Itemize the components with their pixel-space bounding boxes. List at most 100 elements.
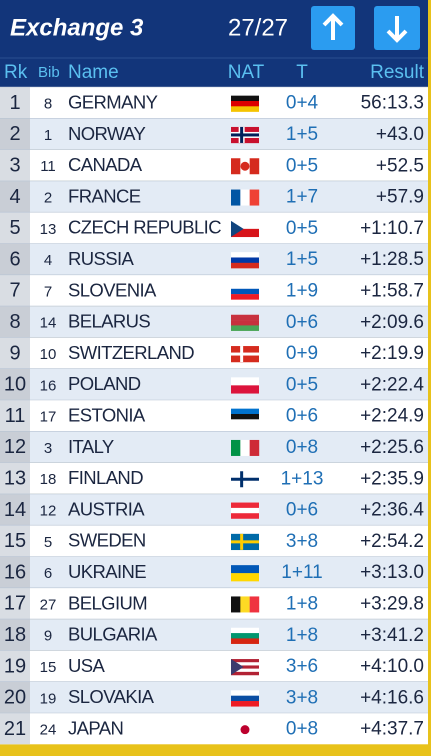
bib: 17 [40, 409, 57, 426]
result: +2:19.9 [360, 343, 424, 364]
bib: 5 [44, 534, 52, 551]
rank-bg [0, 180, 30, 213]
bib: 14 [40, 315, 57, 332]
flag-stripe [231, 320, 259, 326]
flag-stripe [231, 95, 259, 102]
result: +1:28.5 [360, 249, 424, 270]
flag-stripe [231, 662, 259, 666]
flag [231, 565, 259, 582]
result-row: 15 5 SWEDEN 3+8 +2:54.2 [0, 524, 428, 557]
flag-stripe [231, 408, 259, 415]
flag-stripe [231, 228, 259, 238]
result-row: 2 1 NORWAY 1+5 +43.0 [0, 118, 428, 150]
row-bg [0, 180, 428, 213]
row-bg [0, 212, 428, 244]
shooting: 0+9 [286, 343, 318, 364]
rank-bg [0, 118, 30, 150]
result-row: 17 27 BELGIUM 1+8 +3:29.8 [0, 587, 428, 620]
flag-cross [231, 477, 259, 481]
name: BULGARIA [68, 624, 158, 645]
flag-stripe [231, 627, 259, 634]
bib: 19 [40, 690, 57, 707]
result-row: 10 16 POLAND 0+5 +2:22.4 [0, 368, 428, 400]
rank: 15 [4, 530, 26, 552]
flag [231, 189, 260, 206]
name: UKRAINE [68, 561, 146, 582]
result: +2:09.6 [360, 312, 424, 333]
flag-stripe [249, 189, 260, 206]
flag [231, 659, 259, 676]
flag-stripe [231, 633, 259, 639]
rank: 12 [4, 436, 26, 458]
column-header: T [296, 62, 308, 83]
name: BELGIUM [68, 592, 147, 613]
flag-stripe [231, 659, 259, 663]
result: +2:25.6 [360, 437, 424, 458]
column-header: Result [370, 62, 425, 83]
flag [231, 346, 259, 363]
row-bg [0, 619, 428, 651]
shooting: 0+5 [286, 155, 318, 176]
flag-stripe [249, 596, 260, 613]
flag [231, 220, 259, 238]
flag-stripe [231, 671, 259, 676]
rank-bg [0, 368, 30, 400]
result-row: 13 18 FINLAND 1+13 +2:35.9 [0, 462, 428, 494]
down-button[interactable] [374, 6, 420, 50]
flag [231, 283, 259, 300]
flag-stripe [231, 565, 259, 574]
up-button[interactable] [311, 6, 355, 50]
result-row: 5 13 CZECH REPUBLIC 0+5 +1:10.7 [0, 211, 428, 244]
name: FRANCE [68, 185, 141, 206]
row-bg [0, 462, 428, 494]
column-header: Name [68, 62, 119, 83]
flag-cross [231, 352, 259, 356]
shooting: 3+8 [286, 687, 318, 708]
name: AUSTRIA [68, 498, 145, 519]
shooting: 1+11 [281, 562, 322, 583]
result-row: 18 9 BULGARIA 1+8 +3:41.2 [0, 618, 428, 651]
row-bg [0, 274, 428, 307]
column-header: Rk [4, 62, 28, 83]
row-bg [0, 431, 428, 463]
flag-cross [231, 540, 259, 544]
flag-stripe [231, 413, 259, 420]
flag-stripe [231, 668, 259, 673]
bib: 15 [40, 659, 57, 676]
rank-bg [0, 525, 30, 557]
row-bg [0, 493, 428, 526]
flag-stripe [231, 665, 259, 669]
flag [231, 252, 259, 269]
flag-stripe [240, 596, 250, 613]
result-row: 14 12 AUSTRIA 0+6 +2:36.4 [0, 493, 428, 526]
flag-stripe [231, 638, 259, 644]
rank: 9 [9, 342, 20, 364]
rank: 11 [5, 405, 26, 427]
name: RUSSIA [68, 248, 135, 269]
result: +2:54.2 [360, 531, 424, 552]
result: +4:10.0 [360, 656, 424, 677]
flag-stripe [231, 314, 259, 321]
result: +4:37.7 [360, 719, 424, 740]
result-row: 11 17 ESTONIA 0+6 +2:24.9 [0, 399, 428, 432]
result: +2:22.4 [360, 374, 424, 395]
row-bg [0, 681, 428, 713]
bib: 2 [44, 190, 52, 207]
flag-stripe [231, 189, 241, 206]
row-bg [0, 337, 428, 369]
name: BELARUS [68, 311, 150, 332]
rank: 17 [4, 593, 26, 615]
result: +4:16.6 [360, 687, 424, 708]
row-bg [0, 556, 428, 588]
rank-bg [0, 713, 30, 745]
shooting: 3+6 [286, 656, 318, 677]
shooting: 3+8 [286, 531, 318, 552]
bib: 27 [40, 596, 57, 613]
shooting: 0+5 [286, 218, 318, 239]
rank-bg [0, 149, 30, 181]
rank: 21 [4, 718, 26, 740]
shooting: 1+5 [286, 249, 318, 270]
result-row: 6 4 RUSSIA 1+5 +1:28.5 [0, 243, 428, 275]
bib: 3 [44, 440, 52, 457]
flag [231, 502, 259, 519]
